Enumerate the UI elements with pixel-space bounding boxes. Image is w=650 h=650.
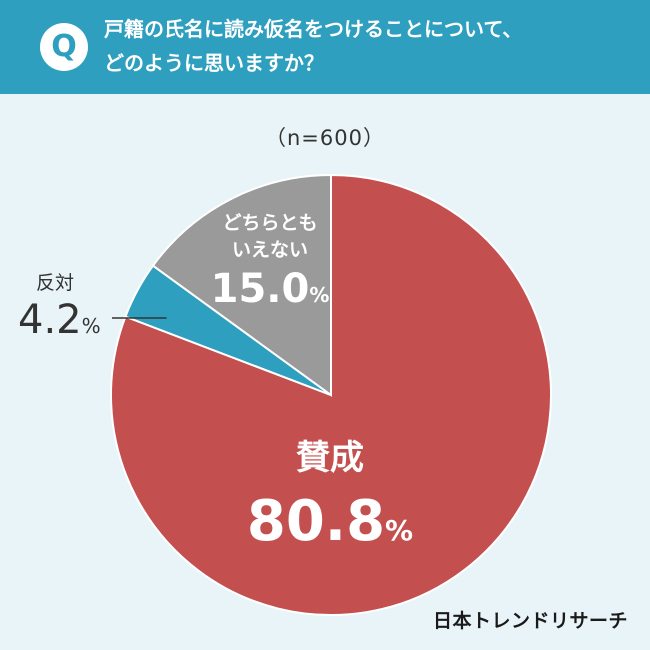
- question-text: 戸籍の氏名に読み仮名をつけることについて、 どのように思いますか？: [104, 12, 634, 80]
- slice-name-oppose: 反対: [36, 272, 75, 294]
- question-header: Q 戸籍の氏名に読み仮名をつけることについて、 どのように思いますか？: [0, 0, 650, 94]
- slice-label-neutral: どちらともいえない 15.0%: [200, 210, 340, 312]
- slice-value-neutral: 15.0%: [210, 266, 330, 312]
- sample-size: （n=600）: [265, 126, 385, 150]
- slice-name-neutral: どちらともいえない: [222, 212, 318, 261]
- slice-label-support: 賛成 80.8%: [230, 430, 430, 566]
- brand-logo: 日本トレンドリサーチ: [432, 610, 628, 632]
- slice-name-support: 賛成: [296, 438, 364, 478]
- slice-value-support: 80.8%: [246, 489, 414, 554]
- slice-label-oppose: 反対 4.2%: [18, 268, 101, 351]
- pie-slice-neutral: [151, 173, 332, 397]
- question-badge: Q: [40, 23, 88, 71]
- slice-value-oppose: 4.2%: [18, 297, 101, 343]
- question-line-2: どのように思いますか？: [104, 51, 324, 75]
- question-line-1: 戸籍の氏名に読み仮名をつけることについて、: [104, 17, 523, 41]
